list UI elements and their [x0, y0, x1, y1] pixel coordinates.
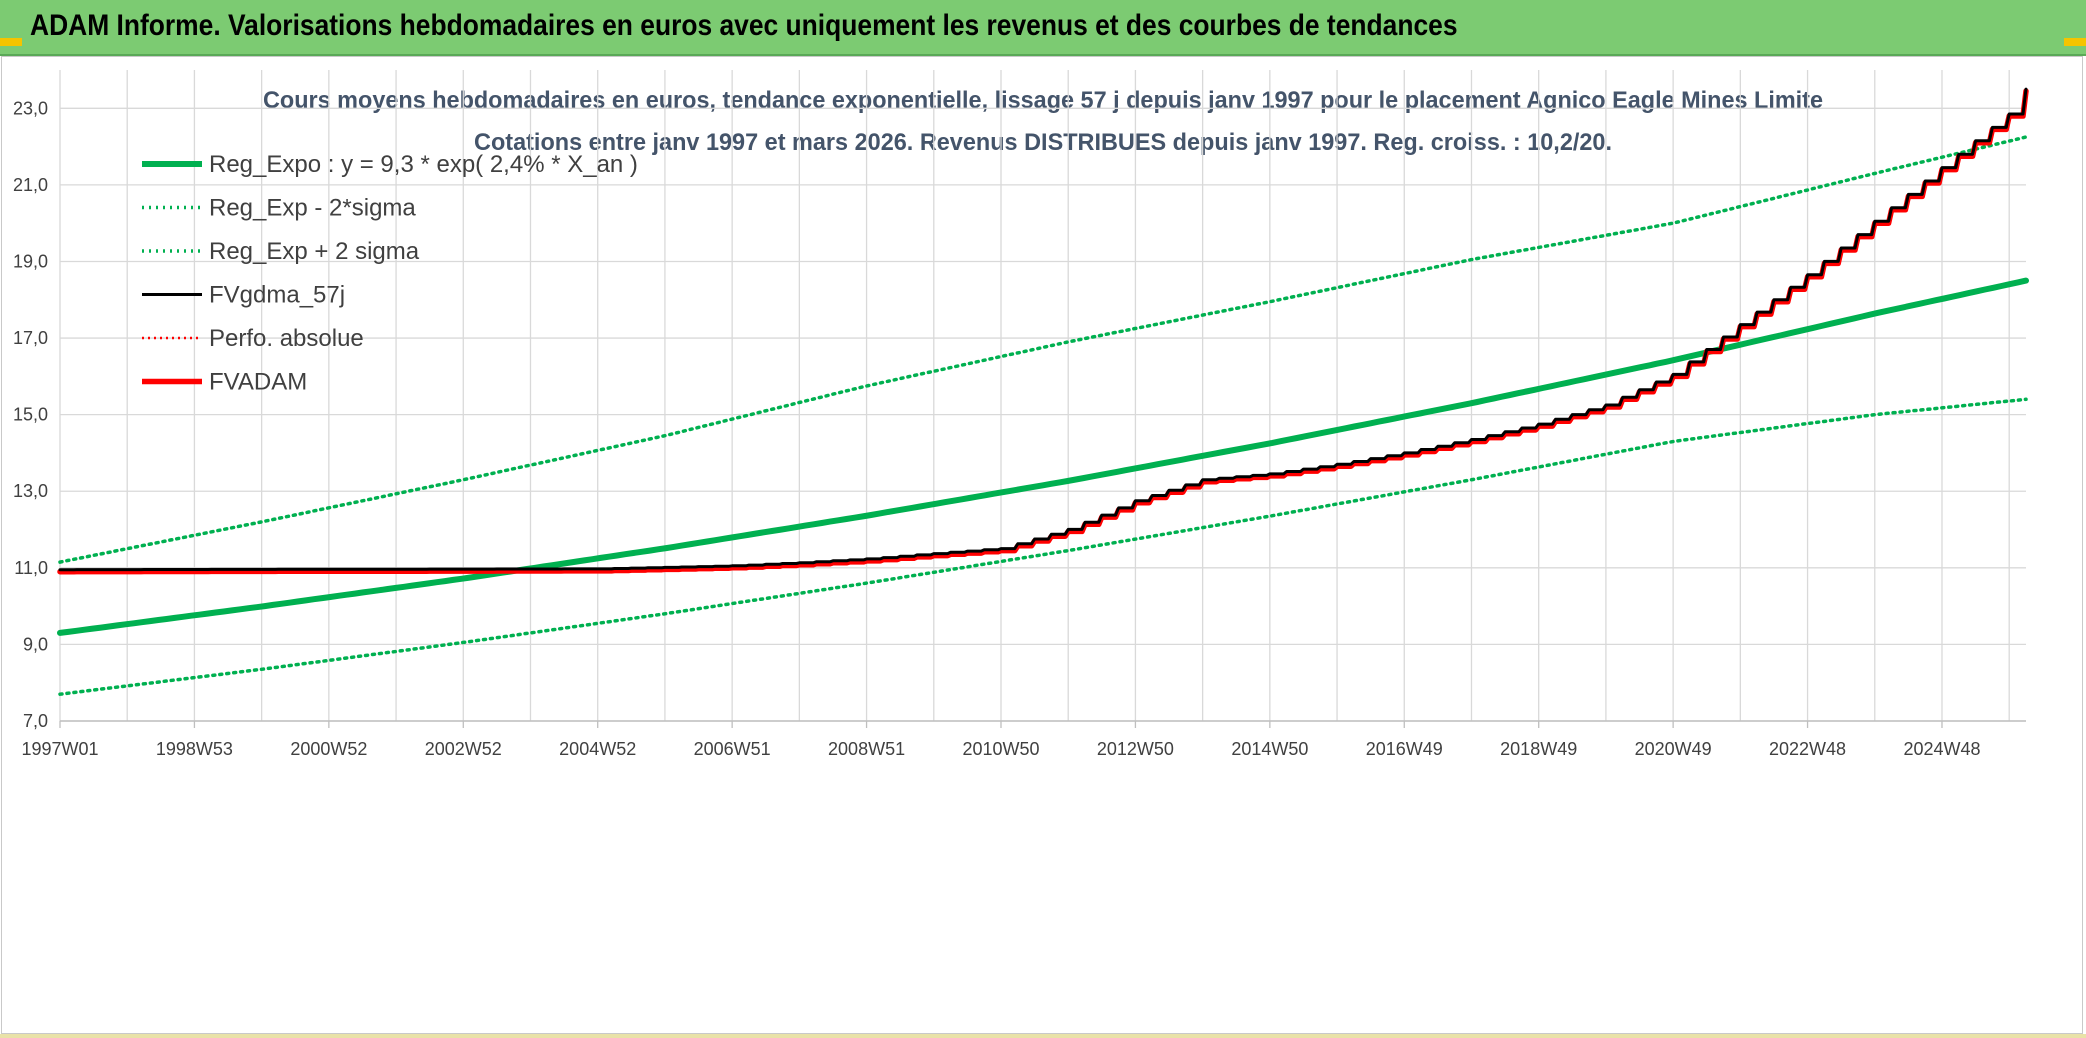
y-tick-label: 7,0 — [23, 711, 48, 731]
legend-label: FVgdma_57j — [209, 282, 345, 309]
series-line-1 — [58, 397, 2028, 696]
y-tick-label: 13,0 — [13, 481, 48, 501]
legend-label: Reg_Exp - 2*sigma — [209, 195, 416, 222]
y-tick-label: 11,0 — [14, 558, 48, 578]
line-chart: Cours moyens hebdomadaires en euros, ten… — [13, 70, 2029, 759]
y-tick-label: 9,0 — [23, 634, 48, 654]
y-tick-label: 21,0 — [13, 175, 48, 195]
plot-series — [57, 87, 2029, 696]
y-tick-label: 23,0 — [13, 98, 48, 118]
x-tick-label: 2010W50 — [962, 739, 1039, 759]
series-line-5 — [57, 88, 2029, 575]
series-line-3 — [58, 87, 2028, 572]
legend-label: Perfo. absolue — [209, 325, 364, 352]
x-tick-label: 2016W49 — [1366, 739, 1443, 759]
series-line-2 — [58, 135, 2028, 564]
x-tick-label: 2024W48 — [1903, 739, 1980, 759]
x-tick-label: 2014W50 — [1231, 739, 1308, 759]
corner-mark-left — [0, 38, 22, 46]
x-tick-label: 2018W49 — [1500, 739, 1577, 759]
chart-frame — [1, 56, 2083, 1034]
report-title: ADAM Informe. Valorisations hebdomadaire… — [30, 9, 1458, 42]
x-tick-label: 1998W53 — [156, 739, 233, 759]
legend-label: Reg_Expo : y = 9,3 * exp( 2,4% * X_an ) — [209, 151, 638, 178]
chart-title: Cours moyens hebdomadaires en euros, ten… — [263, 87, 1823, 114]
x-axis: 1997W01 1998W53 2000W52 2002W52 2004W52 2006W… — [21, 720, 2026, 759]
x-tick-label: 2004W52 — [559, 739, 636, 759]
y-tick-label: 19,0 — [13, 251, 48, 271]
x-tick-label: 1997W01 — [21, 739, 98, 759]
y-tick-label: 15,0 — [13, 405, 48, 425]
x-tick-label: 2020W49 — [1635, 739, 1712, 759]
legend-label: FVADAM — [209, 369, 307, 396]
x-tick-label: 2012W50 — [1097, 739, 1174, 759]
legend-label: Reg_Exp + 2 sigma — [209, 238, 420, 265]
bottom-strip — [0, 1034, 2086, 1038]
chart-subtitle: Cotations entre janv 1997 et mars 2026. … — [474, 129, 1612, 156]
report-header: ADAM Informe. Valorisations hebdomadaire… — [0, 0, 2086, 56]
x-tick-label: 2006W51 — [694, 739, 771, 759]
y-tick-label: 17,0 — [13, 328, 48, 348]
x-tick-label: 2022W48 — [1769, 739, 1846, 759]
corner-mark-right — [2064, 38, 2086, 46]
x-tick-label: 2008W51 — [828, 739, 905, 759]
x-tick-label: 2002W52 — [425, 739, 502, 759]
y-axis: 7,0 9,0 11,0 13,0 15,0 17,0 19,0 21,0 23,0 — [13, 98, 48, 731]
legend: Reg_Expo : y = 9,3 * exp( 2,4% * X_an ) R… — [142, 151, 638, 396]
series-line-0 — [57, 277, 2029, 636]
x-tick-label: 2000W52 — [290, 739, 367, 759]
